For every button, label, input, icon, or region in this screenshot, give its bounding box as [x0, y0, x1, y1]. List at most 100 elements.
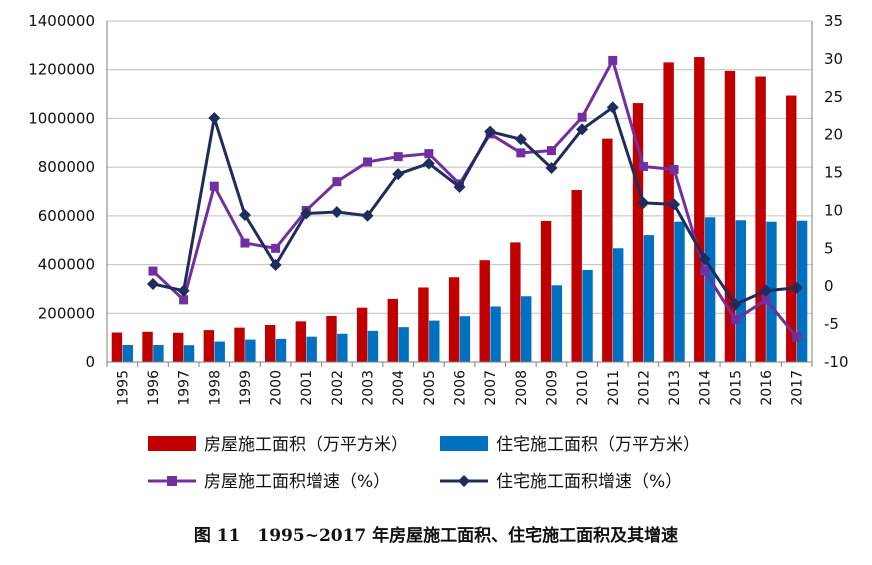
x-axis-tick-label: 2005 — [422, 370, 438, 406]
point-residential-growth — [453, 180, 466, 193]
left-axis-tick-label: 800000 — [38, 158, 95, 176]
bar-housing-area — [111, 332, 123, 362]
x-axis-tick-label: 2009 — [544, 370, 560, 406]
point-housing-growth — [271, 243, 281, 253]
point-housing-growth — [363, 157, 373, 167]
point-residential-growth — [637, 196, 650, 209]
x-axis-tick-label: 2015 — [728, 370, 744, 406]
point-residential-growth — [208, 111, 221, 124]
bar-housing-area — [295, 321, 307, 362]
right-axis-tick-label: 15 — [824, 164, 843, 182]
x-axis-tick-label: 2000 — [269, 370, 285, 406]
point-residential-growth — [668, 198, 681, 211]
x-axis-tick-label: 2006 — [453, 370, 469, 406]
legend-item-housing-growth: 房屋施工面积增速（%） — [148, 472, 390, 492]
bar-residential-area — [183, 345, 195, 362]
tick-layer: 0 200000 400000 600000 800000 1000000 1200000 1… — [28, 12, 848, 406]
point-residential-growth — [177, 284, 190, 297]
point-residential-growth — [790, 281, 803, 294]
legend-marker-residential-growth — [458, 475, 470, 487]
x-axis-tick-label: 2010 — [575, 370, 591, 406]
bar-housing-area — [755, 76, 766, 362]
point-housing-growth — [577, 112, 587, 122]
right-axis-tick-label: -5 — [824, 315, 839, 333]
point-residential-growth — [514, 133, 527, 146]
point-residential-growth — [760, 284, 773, 297]
point-residential-growth — [238, 208, 251, 221]
left-axis-tick-label: 0 — [85, 353, 95, 371]
bar-housing-area — [510, 242, 521, 362]
x-axis-tick-label: 2011 — [606, 370, 622, 406]
legend-label-residential-area: 住宅施工面积（万平方米） — [496, 435, 700, 455]
right-axis-tick-label: 0 — [824, 277, 834, 295]
bar-housing-area — [264, 324, 276, 362]
point-residential-growth — [545, 162, 558, 175]
x-axis-tick-label: 2008 — [514, 370, 530, 406]
bar-residential-area — [337, 333, 348, 362]
bar-housing-area — [387, 298, 398, 362]
line-residential-growth — [152, 105, 797, 306]
bar-residential-area — [796, 220, 808, 362]
left-axis-tick-label: 1200000 — [28, 61, 95, 79]
bar-housing-area — [234, 327, 245, 362]
right-axis-tick-label: 35 — [824, 12, 843, 30]
bar-housing-area — [448, 277, 460, 362]
x-axis-tick-label: 2012 — [636, 370, 652, 406]
right-axis-tick-label: 30 — [824, 50, 843, 68]
x-axis-tick-label: 2007 — [483, 370, 499, 406]
x-axis-tick-label: 2013 — [667, 370, 683, 406]
legend-swatch-housing-area — [148, 436, 196, 451]
point-housing-growth — [424, 149, 434, 159]
bar-residential-area — [275, 338, 287, 362]
bar-housing-area — [479, 260, 490, 362]
x-axis-tick-label: 2004 — [391, 370, 407, 406]
bar-housing-area — [173, 332, 184, 362]
point-housing-growth — [700, 266, 710, 276]
point-residential-growth — [146, 277, 159, 290]
legend-marker-housing-growth — [167, 476, 177, 486]
legend-item-residential-area: 住宅施工面积（万平方米） — [440, 435, 700, 455]
bar-housing-area — [663, 62, 674, 363]
left-axis-tick-label: 200000 — [38, 304, 95, 322]
x-axis-tick-label: 1997 — [177, 370, 193, 406]
point-housing-growth — [209, 181, 219, 191]
bar-residential-area — [429, 320, 440, 362]
bar-layer — [111, 57, 808, 363]
point-housing-growth — [393, 152, 403, 162]
bar-residential-area — [306, 336, 317, 362]
bar-housing-area — [540, 220, 552, 362]
bar-residential-area — [122, 344, 133, 362]
point-residential-growth — [330, 205, 343, 218]
left-axis-tick-label: 600000 — [38, 207, 95, 225]
bar-residential-area — [704, 217, 716, 362]
bar-housing-area — [694, 57, 705, 362]
legend-label-housing-area: 房屋施工面积（万平方米） — [204, 435, 408, 455]
line-layer — [146, 55, 803, 342]
x-axis-tick-label: 2017 — [790, 370, 806, 406]
left-axis-tick-label: 400000 — [38, 256, 95, 274]
x-axis-tick-label: 1999 — [238, 370, 254, 406]
point-residential-growth — [576, 123, 589, 136]
bar-residential-area — [582, 269, 593, 362]
legend-item-residential-growth: 住宅施工面积增速（%） — [440, 472, 682, 492]
right-axis-tick-label: 25 — [824, 88, 843, 106]
point-residential-growth — [392, 168, 405, 181]
bar-housing-area — [786, 95, 797, 362]
point-housing-growth — [179, 295, 189, 305]
point-residential-growth — [698, 252, 711, 265]
bar-housing-area — [632, 103, 644, 363]
bar-residential-area — [367, 330, 379, 362]
bar-residential-area — [674, 221, 685, 362]
axis-layer — [106, 21, 813, 367]
x-axis-tick-label: 2014 — [698, 370, 714, 406]
left-axis-tick-label: 1400000 — [28, 12, 95, 30]
left-axis-tick-label: 1000000 — [28, 109, 95, 127]
bar-housing-area — [724, 70, 736, 363]
bar-housing-area — [418, 287, 429, 362]
point-residential-growth — [422, 157, 435, 170]
point-housing-growth — [669, 165, 679, 175]
legend-item-housing-area: 房屋施工面积（万平方米） — [148, 435, 408, 455]
x-axis-tick-label: 2003 — [361, 370, 377, 406]
bar-housing-area — [602, 138, 613, 362]
